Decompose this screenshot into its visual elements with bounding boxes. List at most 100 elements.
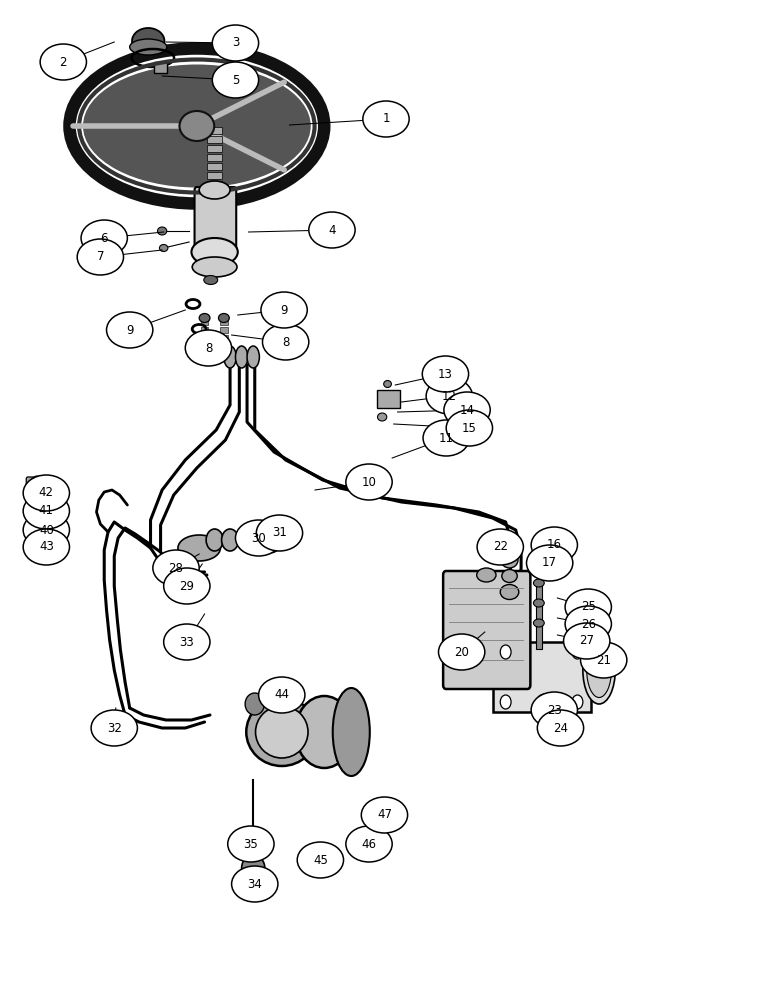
Ellipse shape — [237, 529, 254, 551]
Text: 35: 35 — [243, 838, 259, 850]
Text: 14: 14 — [459, 403, 475, 416]
Ellipse shape — [235, 520, 282, 556]
Ellipse shape — [422, 356, 469, 392]
Ellipse shape — [500, 584, 519, 599]
Ellipse shape — [261, 292, 307, 328]
Ellipse shape — [444, 392, 490, 428]
Ellipse shape — [296, 696, 354, 768]
Circle shape — [32, 534, 42, 546]
Text: 25: 25 — [581, 600, 596, 613]
Text: 15: 15 — [462, 422, 477, 434]
Text: 10: 10 — [361, 476, 377, 488]
Ellipse shape — [179, 111, 215, 141]
FancyBboxPatch shape — [154, 62, 167, 73]
Text: 16: 16 — [547, 538, 562, 552]
Ellipse shape — [247, 346, 259, 368]
Ellipse shape — [212, 25, 259, 61]
Ellipse shape — [438, 634, 485, 670]
Ellipse shape — [262, 324, 309, 360]
Ellipse shape — [222, 529, 239, 551]
Text: 34: 34 — [247, 878, 262, 890]
FancyBboxPatch shape — [207, 145, 222, 152]
Ellipse shape — [107, 312, 153, 348]
FancyBboxPatch shape — [372, 806, 379, 812]
Ellipse shape — [537, 712, 553, 724]
Text: 28: 28 — [168, 562, 184, 574]
Ellipse shape — [245, 693, 264, 715]
Ellipse shape — [581, 642, 627, 678]
Ellipse shape — [224, 346, 236, 368]
FancyBboxPatch shape — [201, 319, 208, 325]
Text: 21: 21 — [596, 654, 611, 666]
Ellipse shape — [191, 238, 238, 266]
Text: 43: 43 — [39, 540, 54, 554]
Ellipse shape — [218, 314, 229, 322]
Ellipse shape — [130, 39, 167, 55]
Ellipse shape — [23, 529, 69, 565]
Text: 9: 9 — [280, 304, 288, 316]
Text: 44: 44 — [274, 688, 290, 702]
Ellipse shape — [235, 346, 248, 368]
Ellipse shape — [159, 244, 168, 251]
Text: 17: 17 — [542, 556, 557, 570]
FancyBboxPatch shape — [201, 343, 208, 349]
Ellipse shape — [533, 619, 544, 627]
Ellipse shape — [185, 330, 232, 366]
Text: 1: 1 — [382, 112, 390, 125]
Ellipse shape — [531, 692, 577, 728]
Text: 23: 23 — [547, 704, 562, 716]
Ellipse shape — [164, 624, 210, 660]
Text: 42: 42 — [39, 487, 54, 499]
FancyBboxPatch shape — [493, 642, 591, 712]
Text: 45: 45 — [313, 854, 328, 866]
Text: 8: 8 — [282, 336, 290, 349]
Ellipse shape — [199, 314, 210, 322]
Circle shape — [30, 476, 44, 494]
Text: 24: 24 — [553, 722, 568, 734]
Ellipse shape — [423, 420, 469, 456]
FancyBboxPatch shape — [207, 163, 222, 170]
Ellipse shape — [192, 257, 237, 277]
Text: 9: 9 — [126, 324, 134, 336]
Ellipse shape — [527, 545, 573, 581]
Ellipse shape — [346, 464, 392, 500]
Ellipse shape — [81, 220, 127, 256]
Text: 4: 4 — [328, 224, 336, 236]
Circle shape — [572, 695, 583, 709]
Ellipse shape — [199, 181, 230, 199]
FancyBboxPatch shape — [29, 533, 48, 547]
Ellipse shape — [91, 710, 137, 746]
FancyBboxPatch shape — [220, 327, 228, 333]
FancyBboxPatch shape — [536, 624, 542, 649]
Text: 46: 46 — [361, 838, 377, 850]
Ellipse shape — [153, 550, 199, 586]
Ellipse shape — [242, 855, 265, 881]
Text: 3: 3 — [232, 36, 239, 49]
Ellipse shape — [309, 212, 355, 248]
Ellipse shape — [378, 413, 387, 421]
Ellipse shape — [239, 830, 256, 846]
Text: 33: 33 — [179, 636, 195, 648]
Ellipse shape — [346, 826, 392, 862]
Text: 11: 11 — [438, 432, 454, 444]
FancyBboxPatch shape — [207, 127, 222, 134]
Ellipse shape — [77, 239, 124, 275]
Ellipse shape — [132, 28, 164, 54]
Ellipse shape — [232, 866, 278, 902]
FancyBboxPatch shape — [536, 604, 542, 629]
Ellipse shape — [384, 380, 391, 387]
Ellipse shape — [565, 589, 611, 625]
Ellipse shape — [537, 710, 584, 746]
Ellipse shape — [252, 529, 269, 551]
FancyBboxPatch shape — [201, 335, 208, 341]
Ellipse shape — [40, 44, 86, 80]
Text: 47: 47 — [377, 808, 392, 822]
Ellipse shape — [357, 832, 371, 844]
Ellipse shape — [313, 843, 332, 861]
Text: 6: 6 — [100, 232, 108, 244]
Text: 27: 27 — [579, 635, 594, 648]
Ellipse shape — [23, 512, 69, 548]
Circle shape — [500, 695, 511, 709]
FancyBboxPatch shape — [372, 822, 379, 828]
FancyBboxPatch shape — [207, 172, 222, 179]
